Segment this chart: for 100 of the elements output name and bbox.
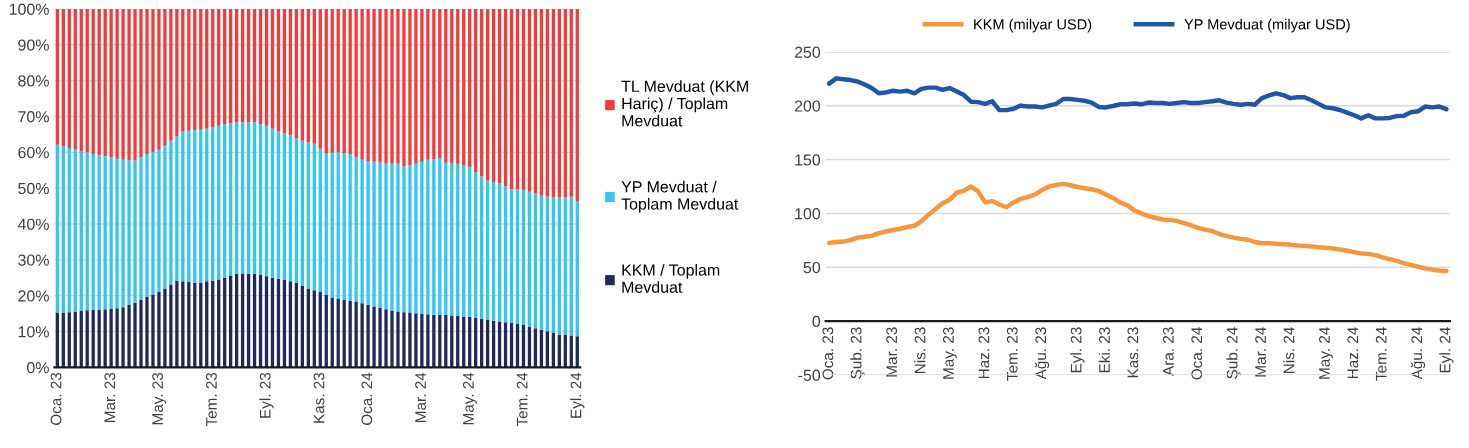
bar [181,131,185,282]
bar [545,8,550,197]
bar [300,140,305,286]
x-tick-label: Haz. 23 [978,327,990,379]
bar [348,154,352,301]
x-tick-label: Şub. 23 [850,327,865,379]
bar [85,8,89,153]
bar [509,8,514,190]
legend-label: KKM (milyar USD) [974,18,1092,33]
bar [175,280,179,368]
bar [121,8,125,160]
bar [115,308,119,368]
bar [103,309,107,368]
x-tick-label: Eyl. 23 [259,372,274,418]
bar [456,163,460,316]
bar [539,8,544,195]
bar [223,124,227,278]
x-tick-label: Tem. 24 [1375,327,1387,381]
bar [408,312,412,368]
y-tick-label: 70% [18,111,49,123]
y-tick-label: 250 [794,46,821,58]
bar [480,8,484,177]
bar [390,310,394,368]
bar [246,273,251,368]
x-tick-label: Eyl. 23 [1070,327,1085,373]
bar [85,152,89,311]
bar [300,8,305,141]
bar [396,311,400,368]
bar [79,150,83,311]
bar [569,196,573,336]
bar [234,273,239,368]
bar [282,8,287,134]
bar [187,282,191,368]
bar [139,157,143,300]
bar [240,122,245,274]
bar [354,301,358,368]
bar [378,162,382,308]
bar [73,149,77,312]
bar [563,8,567,198]
bar [205,128,209,282]
bar [115,158,119,309]
bar [103,8,107,157]
bar [485,8,490,181]
bar [294,138,299,283]
x-tick-label: Mar. 23 [886,327,898,377]
bar [420,161,424,314]
bar [527,8,532,192]
y-tick-label: 200 [794,100,821,112]
bar [402,166,406,313]
bar [145,154,149,298]
bar [474,8,478,173]
bar [181,281,185,368]
bar [258,274,263,368]
bar [294,282,299,368]
bar [55,144,59,313]
y-tick-label: 50% [18,182,49,195]
bar [348,8,352,155]
bar [264,125,269,277]
bar [73,311,77,368]
bar [246,122,251,274]
bar [515,189,520,324]
bar [223,8,227,125]
x-tick-label: May. 23 [943,327,957,379]
x-tick-label: Ağu. 23 [1034,327,1050,380]
bar [55,8,59,145]
bar [414,313,418,368]
bar [73,8,77,150]
bar [533,8,538,194]
bar [234,8,239,123]
bar [438,8,442,159]
bar [145,297,149,368]
x-tick-label: Mar. 24 [1255,327,1266,377]
bar [390,163,394,311]
bar [252,8,257,123]
bar [402,312,406,368]
bar [234,122,239,274]
x-tick-label: Tem. 23 [206,372,217,427]
bar [432,8,436,160]
bar [67,8,71,149]
y-tick-label: 20% [18,290,49,302]
bar [485,180,490,321]
bar [420,313,424,368]
bar [79,8,83,151]
bar [252,273,257,368]
bar [312,8,316,144]
bar [342,8,346,154]
bar [217,8,221,126]
bar [169,284,173,368]
x-tick-label: Oca. 23 [822,327,834,380]
bar [318,8,322,149]
bar [354,156,358,302]
y-tick-label: 40% [17,218,49,230]
bar [151,151,155,295]
y-tick-label: 100% [9,3,49,15]
line-series [826,181,1449,274]
bar [450,8,454,164]
y-tick-label: 10% [18,326,49,338]
bar [569,8,573,197]
bar [127,8,131,161]
bar [139,8,143,158]
